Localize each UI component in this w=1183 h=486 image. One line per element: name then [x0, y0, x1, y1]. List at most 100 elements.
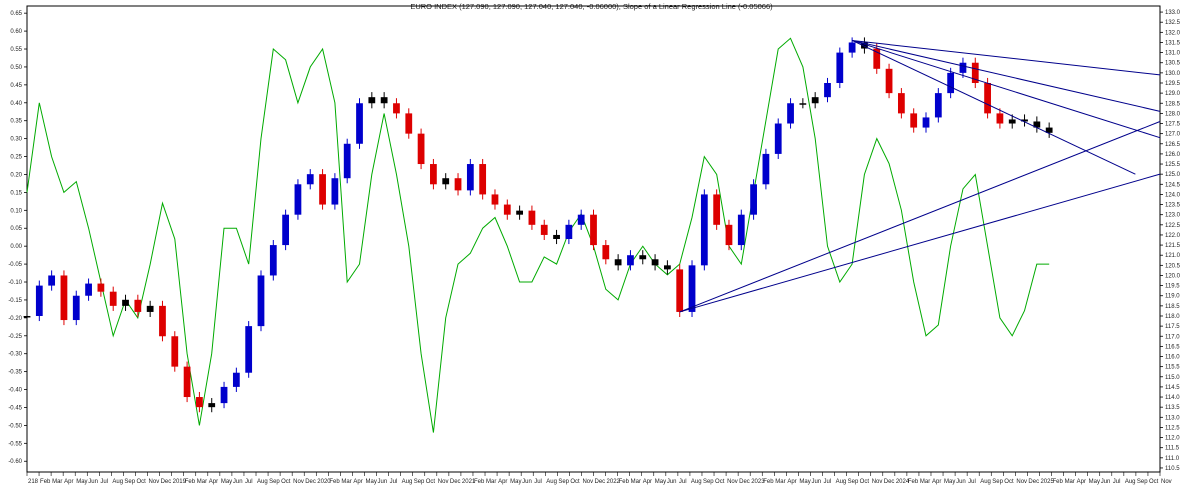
right-tick-label: 119.5: [1165, 284, 1180, 290]
candle-body: [1008, 119, 1016, 124]
trendline: [851, 39, 1136, 175]
x-tick-label: Sep: [269, 479, 280, 485]
candle-body: [602, 245, 610, 260]
x-tick-label: Oct: [281, 479, 291, 485]
right-tick-label: 113.0: [1165, 415, 1180, 421]
right-tick-label: 116.0: [1165, 355, 1180, 361]
x-tick-label: Mar: [341, 479, 351, 485]
candle-body: [1045, 127, 1053, 133]
candle-body: [824, 82, 831, 98]
x-tick-label: Aug: [836, 479, 847, 485]
candle-body: [737, 214, 745, 246]
x-tick-label: Jul: [679, 479, 687, 485]
left-tick-label: 0.00: [10, 244, 22, 250]
left-tick-label: 0.30: [10, 137, 22, 143]
candle-body: [405, 113, 413, 134]
candle-body: [590, 214, 597, 246]
left-tick-label: 0.40: [10, 101, 22, 107]
x-tick-label: Jul: [1113, 479, 1121, 485]
right-axis: 133.0 132.5 132.0 131.5 131.0 130.5 130.0 129.5…: [1160, 10, 1181, 472]
left-tick-label: -0.05: [8, 262, 22, 268]
left-tick-label: 0.05: [10, 226, 22, 232]
candle-body: [183, 366, 191, 398]
x-tick-label: Apr: [1077, 479, 1086, 485]
candle-body: [220, 386, 228, 404]
x-tick-label: Jun: [811, 479, 821, 485]
x-tick-label: Oct: [136, 479, 146, 485]
x-tick-label: May: [944, 479, 955, 485]
candle-body: [232, 372, 240, 387]
x-tick-label: Mar: [1065, 479, 1075, 485]
candle-body: [479, 164, 487, 195]
candle-body: [799, 103, 807, 105]
right-tick-label: 122.5: [1165, 223, 1181, 229]
candle-body: [627, 255, 634, 266]
candle-body: [577, 214, 585, 225]
candle-body: [208, 403, 216, 408]
x-tick-label: Nov: [1016, 479, 1027, 485]
right-tick-label: 129.5: [1165, 81, 1181, 87]
candle-body: [651, 259, 659, 266]
candle-body: [528, 210, 536, 225]
x-tick-label: Feb: [619, 479, 630, 485]
x-tick-label: Nov: [727, 479, 738, 485]
x-tick-label: Jun: [88, 479, 98, 485]
candle-body: [664, 265, 671, 270]
x-tick-label: Jun: [378, 479, 388, 485]
candle-body: [257, 275, 265, 327]
candle-body: [688, 265, 696, 312]
candle-body: [331, 178, 339, 205]
candle-body: [1033, 121, 1041, 128]
candle-body: [48, 275, 56, 286]
x-tick-label: Apr: [209, 479, 218, 485]
x-tick-label: Jul: [824, 479, 832, 485]
candle-body: [430, 164, 437, 185]
x-tick-label: Aug: [980, 479, 991, 485]
candle-body: [922, 117, 930, 128]
left-tick-label: -0.50: [8, 423, 22, 429]
right-tick-label: 113.5: [1165, 405, 1180, 411]
x-tick-label: Nov: [582, 479, 593, 485]
right-tick-label: 126.5: [1165, 142, 1181, 148]
x-tick-label: 2019: [173, 479, 187, 485]
left-tick-label: -0.25: [8, 334, 22, 340]
x-tick-label: Sep: [1137, 479, 1148, 485]
candle-body: [23, 315, 31, 318]
right-tick-label: 124.0: [1165, 192, 1181, 198]
x-tick-label: Dec: [450, 479, 461, 485]
candle-body: [196, 397, 203, 408]
candle-body: [109, 291, 117, 306]
trendline: [679, 173, 1161, 313]
x-tick-label: 2025: [1040, 479, 1054, 485]
x-tick-label: Oct: [570, 479, 580, 485]
right-tick-label: 131.0: [1165, 51, 1181, 57]
right-tick-label: 111.0: [1165, 456, 1180, 462]
trendlines: [679, 39, 1161, 313]
x-tick-label: Sep: [848, 479, 859, 485]
candle-body: [282, 214, 290, 246]
x-axis: 218 Feb Mar Apr May Jun Jul Aug Sep Oct Nov Dec 2019…: [26, 472, 1172, 485]
trendline: [851, 39, 1161, 139]
trendline: [852, 39, 1161, 112]
candle-body: [811, 97, 819, 104]
x-tick-label: Feb: [329, 479, 340, 485]
x-tick-label: Aug: [1125, 479, 1136, 485]
candle-body: [319, 174, 326, 205]
x-tick-label: Mar: [775, 479, 785, 485]
x-tick-label: May: [655, 479, 666, 485]
candle-body: [984, 82, 991, 114]
x-tick-label: Oct: [426, 479, 436, 485]
x-tick-label: May: [799, 479, 810, 485]
left-tick-label: -0.55: [8, 441, 22, 447]
candle-body: [565, 224, 573, 239]
x-tick-label: Sep: [558, 479, 569, 485]
x-tick-label: Jun: [233, 479, 243, 485]
right-tick-label: 115.0: [1165, 375, 1180, 381]
candle-body: [861, 42, 868, 49]
x-tick-label: May: [510, 479, 521, 485]
candle-body: [245, 326, 253, 373]
right-tick-label: 123.5: [1165, 203, 1181, 209]
x-tick-label: 2023: [751, 479, 765, 485]
right-tick-label: 112.5: [1165, 425, 1180, 431]
x-tick-label: Aug: [402, 479, 413, 485]
